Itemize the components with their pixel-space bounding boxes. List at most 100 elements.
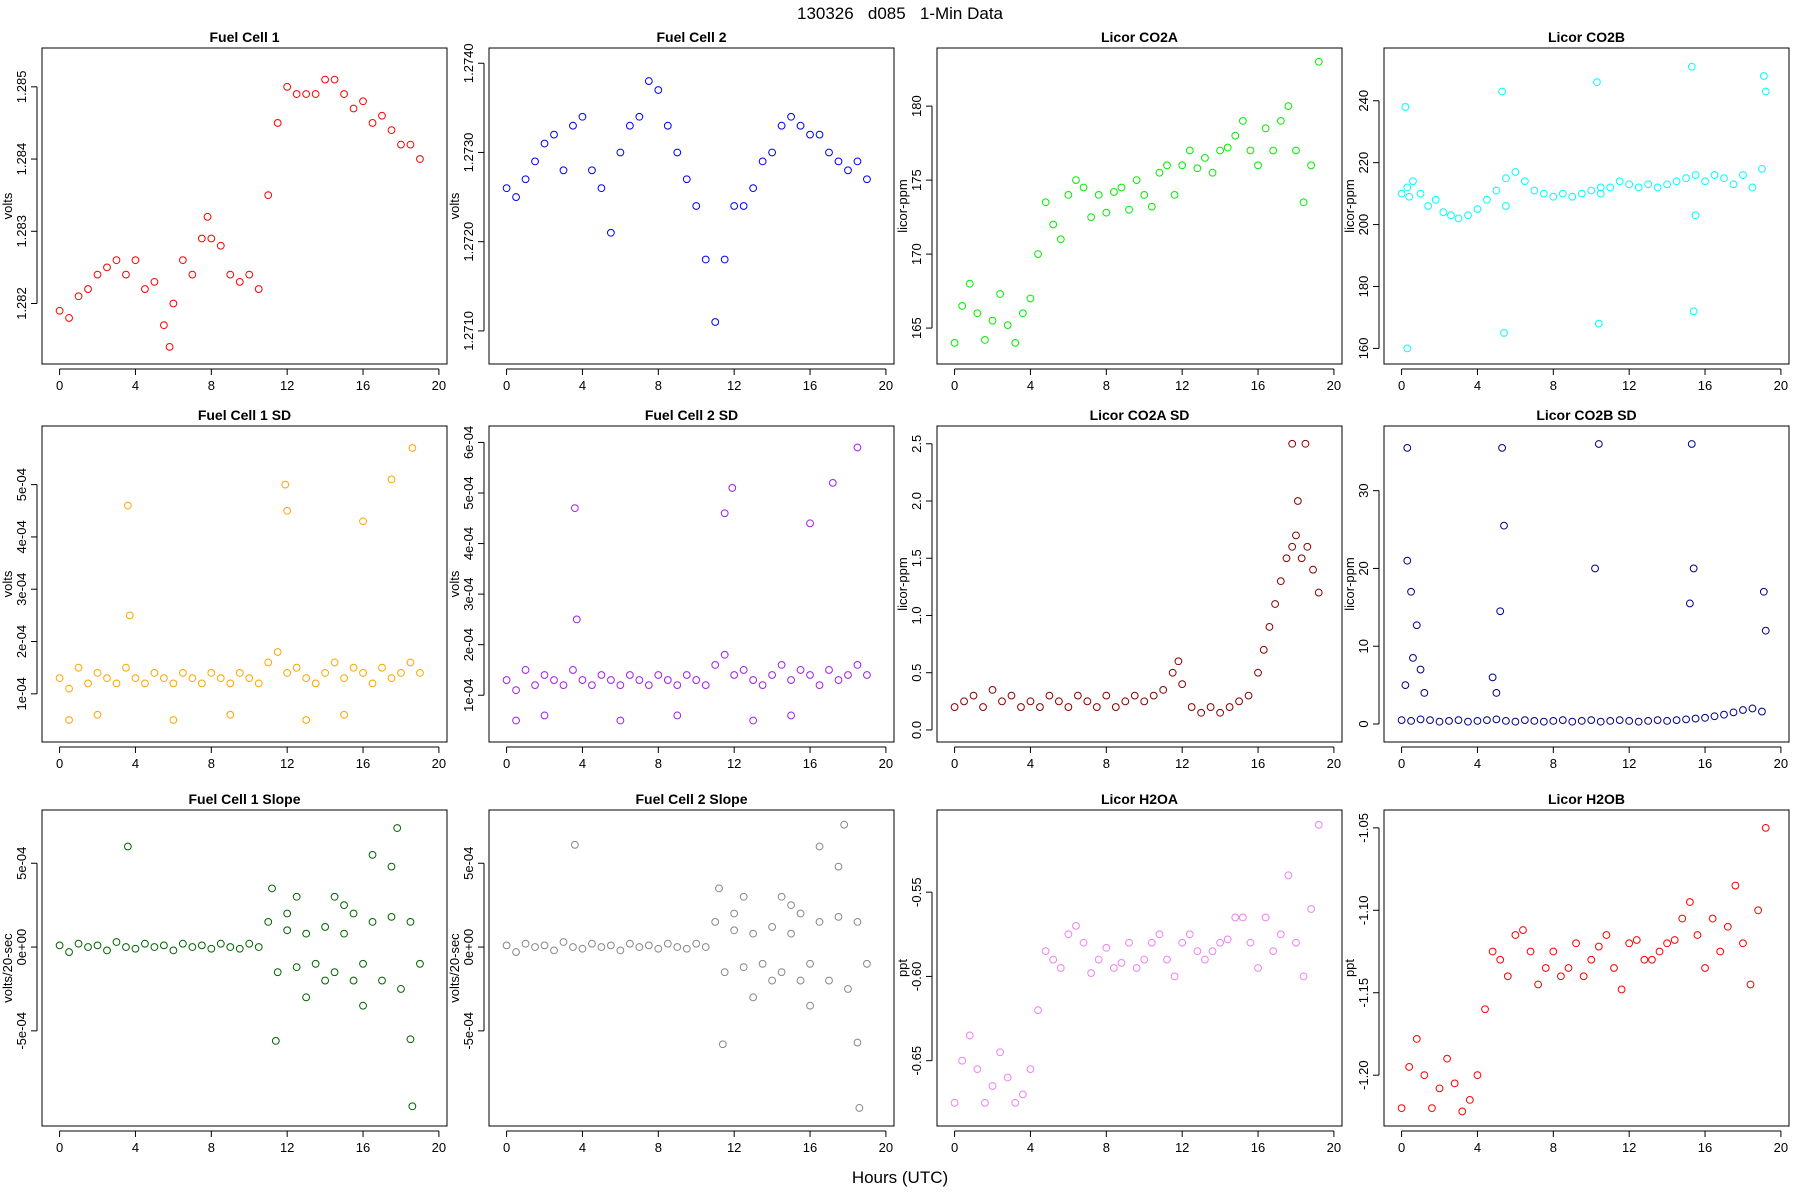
data-point (635, 676, 644, 684)
data-point (796, 909, 805, 918)
data-point (1246, 146, 1255, 155)
plot-frame (488, 425, 895, 743)
data-point (578, 112, 587, 121)
data-point (1632, 936, 1641, 944)
data-point (806, 130, 814, 139)
data-point (749, 716, 758, 725)
data-point (1610, 964, 1618, 972)
data-point (1261, 913, 1270, 922)
x-tick-label: 4 (1027, 378, 1034, 393)
page-title: 130326 d085 1-Min Data (796, 4, 1004, 23)
x-tick-label: 0 (503, 1140, 510, 1155)
data-point (273, 648, 282, 656)
data-point (368, 679, 377, 688)
y-axis-label: volts/20-sec (447, 933, 462, 1003)
data-point (1685, 898, 1694, 906)
data-point (416, 155, 424, 163)
data-point (1420, 688, 1429, 697)
data-point (1682, 715, 1690, 724)
data-point (1397, 189, 1406, 198)
y-axis-label: volts/20-sec (0, 933, 15, 1003)
plot-frame (488, 47, 895, 365)
data-point (416, 669, 424, 677)
data-point (169, 716, 178, 724)
data-point (1720, 710, 1728, 719)
data-point (1701, 177, 1709, 186)
data-point (302, 674, 311, 683)
data-point (1758, 707, 1766, 716)
data-point (1018, 309, 1027, 318)
data-point (292, 892, 301, 901)
data-point (1083, 697, 1092, 706)
data-point (1501, 717, 1510, 725)
data-point (606, 676, 615, 684)
plot-frame (41, 425, 448, 743)
data-point (283, 669, 292, 677)
data-point (1140, 955, 1149, 964)
data-point (512, 948, 520, 956)
x-tick-label: 0 (56, 1140, 63, 1155)
data-point (1092, 703, 1101, 711)
data-point (359, 1001, 367, 1010)
data-point (340, 710, 348, 719)
data-point (1073, 691, 1082, 700)
data-point (1208, 168, 1217, 177)
data-point (1701, 713, 1709, 722)
plot-frame (1383, 809, 1790, 1127)
data-point (853, 660, 862, 669)
data-point (1687, 440, 1696, 448)
x-tick-label: 12 (727, 378, 741, 393)
data-points (1397, 62, 1770, 353)
data-point (188, 943, 197, 951)
data-point (112, 256, 121, 265)
y-tick-label: 165 (909, 317, 924, 339)
x-tick-label: 20 (879, 378, 893, 393)
data-point (863, 175, 871, 184)
data-point (531, 681, 539, 690)
data-point (1511, 717, 1520, 726)
x-tick-label: 20 (1327, 1140, 1341, 1155)
data-point (1496, 955, 1505, 964)
y-tick-label: 240 (1356, 90, 1371, 112)
x-tick-label: 12 (1622, 1140, 1636, 1155)
plot-frame (936, 47, 1343, 365)
y-tick-label: 5e-04 (14, 847, 29, 880)
data-point (1403, 443, 1412, 452)
data-point (711, 918, 720, 926)
data-point (1163, 161, 1171, 170)
data-point (169, 946, 178, 955)
data-point (1314, 820, 1323, 829)
x-tick-label: 20 (1774, 1140, 1788, 1155)
data-point (1170, 191, 1179, 199)
x-tick-label: 8 (1550, 756, 1557, 771)
data-point (550, 130, 558, 139)
data-point (806, 959, 814, 968)
x-tick-label: 4 (132, 756, 139, 771)
y-tick-label: 20 (1356, 561, 1371, 575)
data-point (1045, 691, 1054, 700)
data-point (1691, 211, 1700, 220)
data-point (1572, 939, 1580, 948)
data-point (616, 946, 625, 955)
data-point (1483, 195, 1491, 204)
data-point (268, 884, 276, 893)
data-point (825, 148, 833, 157)
y-axis: -1.20 -1.15 -1.10 -1.05 (1356, 813, 1380, 1090)
data-point (203, 212, 212, 221)
x-tick-label: 4 (1027, 1140, 1034, 1155)
data-point (1072, 176, 1080, 185)
x-tick-label: 4 (579, 1140, 586, 1155)
data-point (1594, 942, 1603, 951)
data-point (387, 912, 396, 921)
data-point (1109, 964, 1118, 972)
x-tick-label: 8 (1550, 1140, 1557, 1155)
data-point (663, 121, 672, 130)
data-point (1238, 913, 1247, 922)
data-point (635, 943, 644, 951)
data-point (1056, 235, 1065, 244)
data-point (1254, 161, 1262, 170)
data-point (123, 501, 132, 510)
y-tick-label: 175 (909, 169, 924, 191)
data-point (540, 139, 549, 148)
data-point (1397, 716, 1406, 725)
